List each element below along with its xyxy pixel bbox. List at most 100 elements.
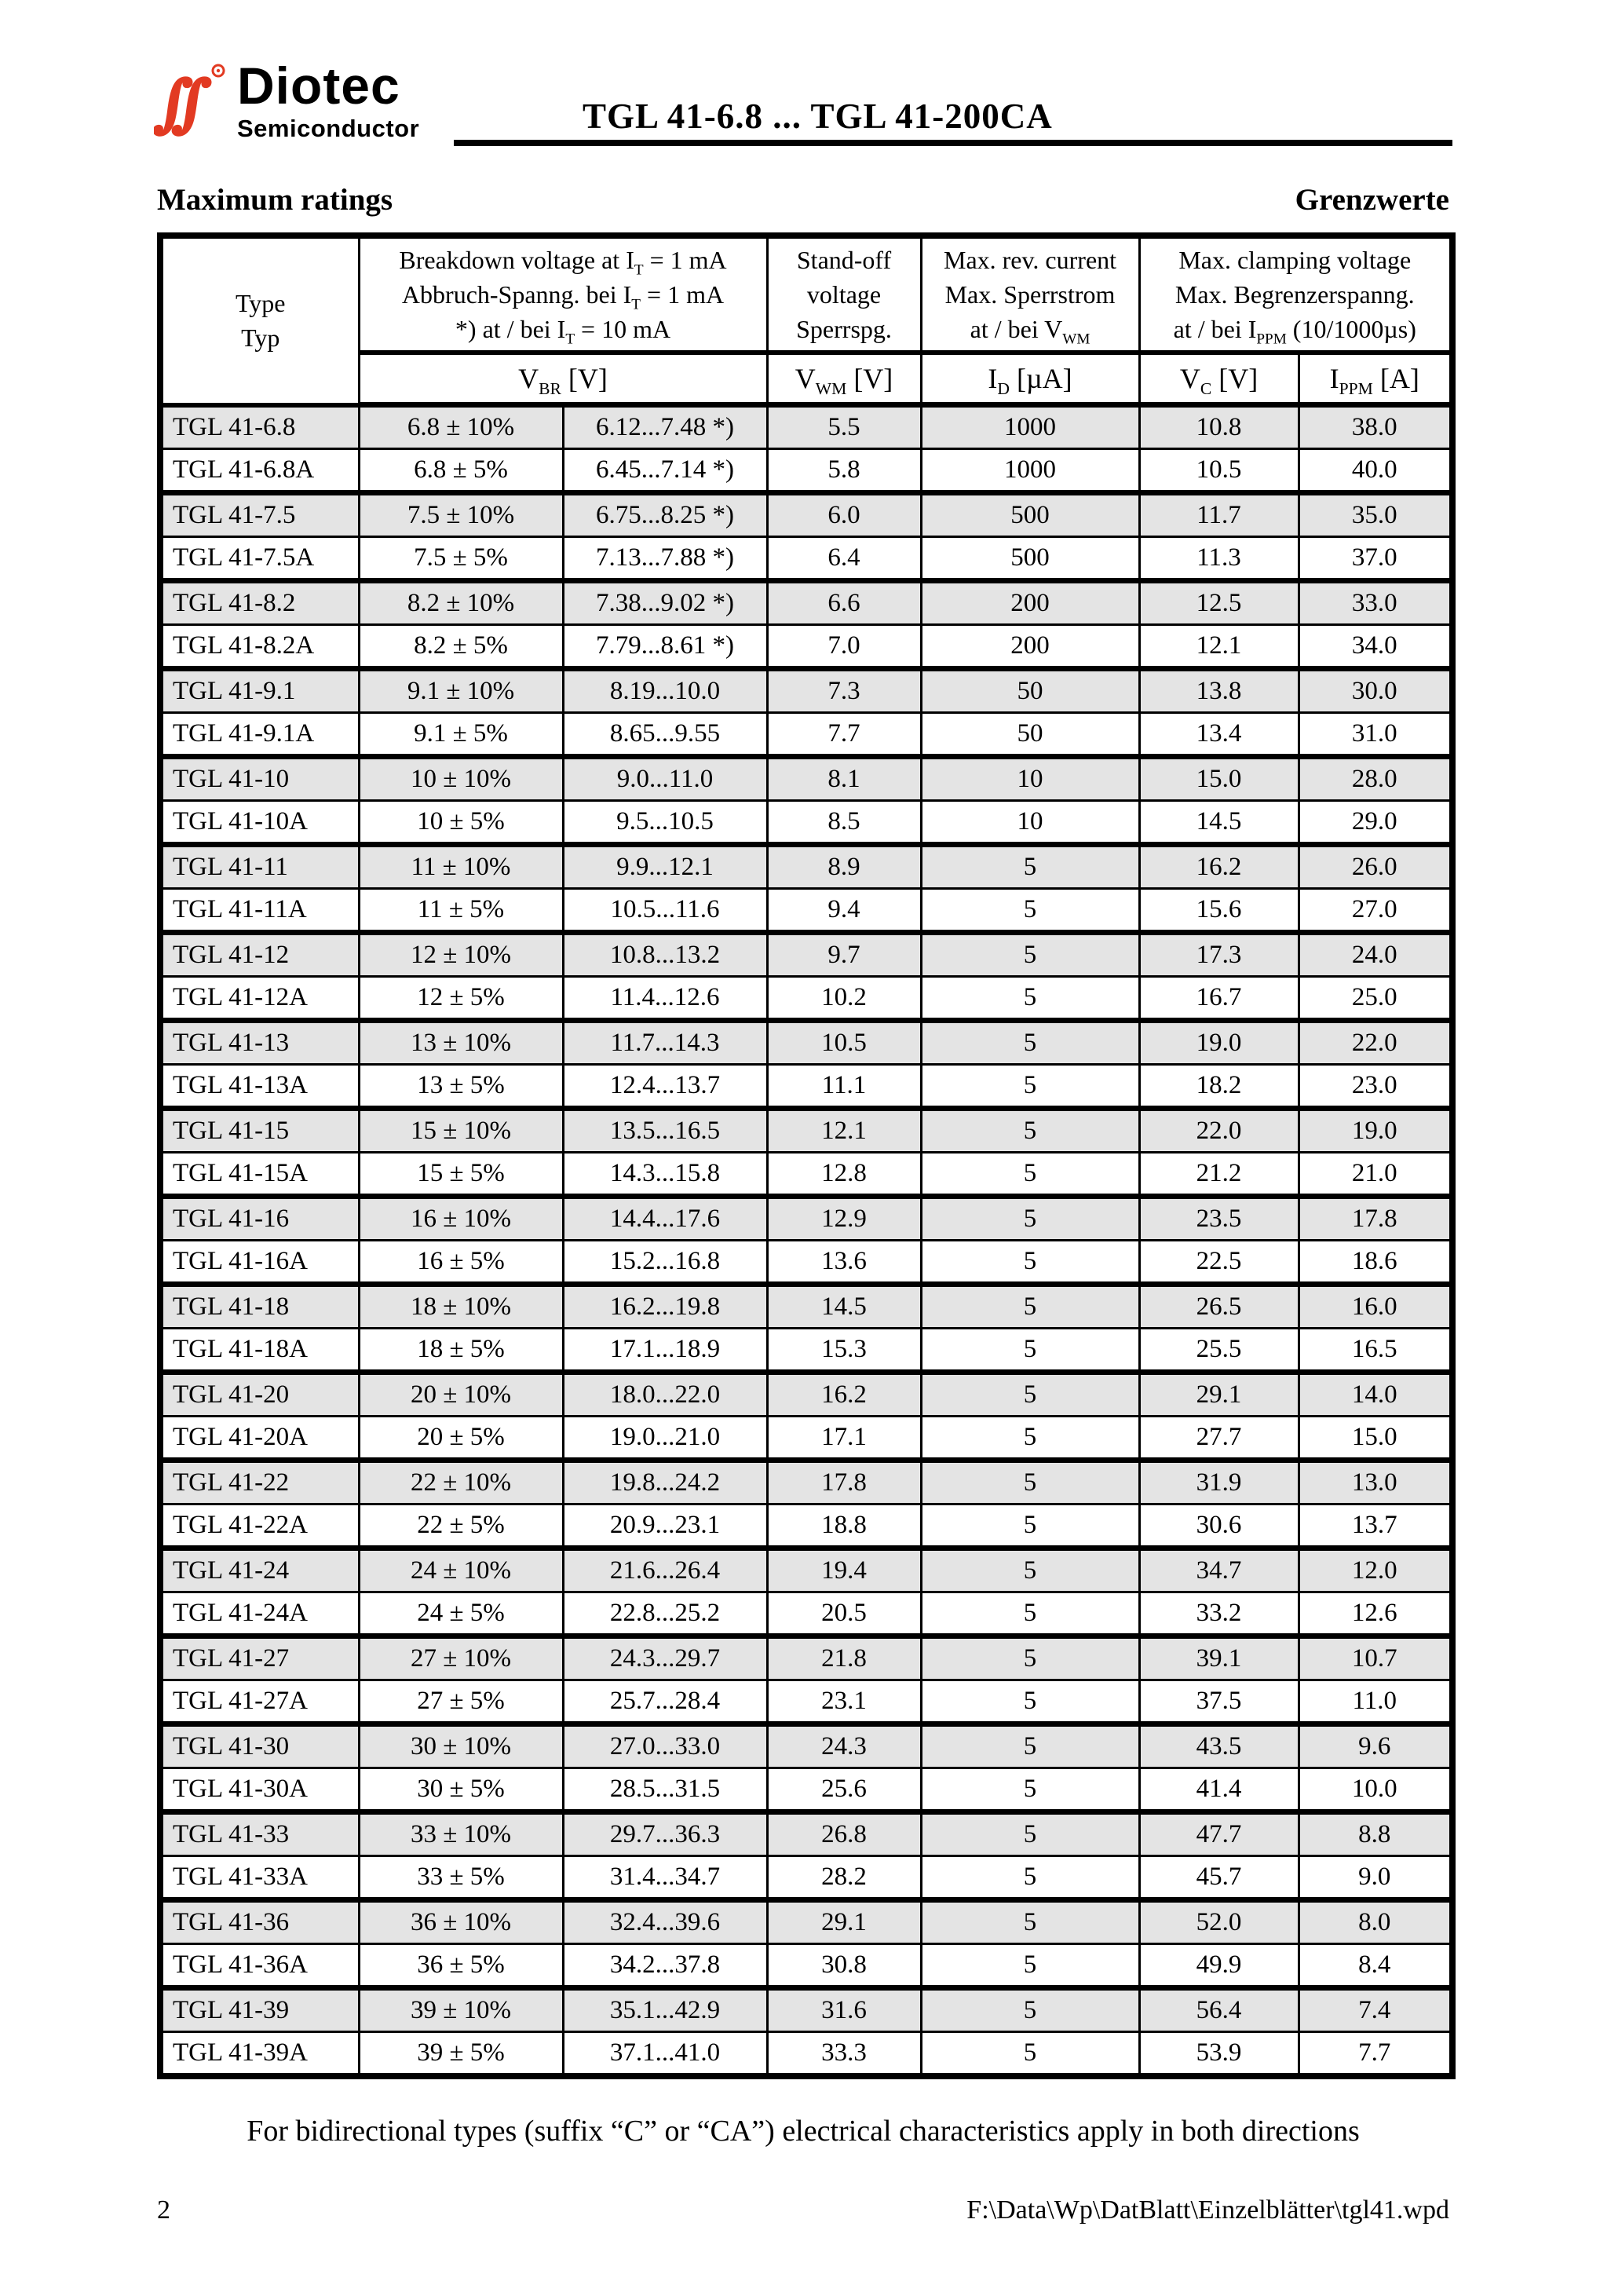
vwm-cell: 20.5 <box>765 1591 922 1639</box>
vc-cell: 12.5 <box>1138 579 1300 626</box>
vbr-tolerance-cell: 16 ± 10% <box>357 1195 564 1241</box>
vbr-tolerance-cell: 36 ± 10% <box>357 1899 564 1945</box>
table-row: TGL 41-24A 24 ± 5% 22.8...25.2 20.5 5 33.2 12.… <box>159 1591 1454 1639</box>
ippm-cell: 13.0 <box>1297 1459 1454 1505</box>
vbr-tolerance-cell: 18 ± 10% <box>357 1283 564 1329</box>
id-cell: 5 <box>919 931 1141 978</box>
ippm-cell: 8.8 <box>1297 1811 1454 1857</box>
ippm-cell: 21.0 <box>1297 1151 1454 1199</box>
vbr-range-cell: 9.9...12.1 <box>561 843 769 890</box>
table-row: TGL 41-12A 12 ± 5% 11.4...12.6 10.2 5 16.7 25.… <box>159 975 1454 1023</box>
vwm-cell: 9.4 <box>765 887 922 935</box>
vbr-tolerance-cell: 36 ± 5% <box>357 1943 564 1991</box>
ippm-cell: 8.4 <box>1297 1943 1454 1991</box>
table-row: TGL 41-8.2 8.2 ± 10% 7.38...9.02 *) 6.6 200 1… <box>159 579 1454 626</box>
vc-cell: 56.4 <box>1138 1987 1300 2033</box>
type-cell: TGL 41-24 <box>159 1547 360 1593</box>
id-cell: 10 <box>919 799 1141 847</box>
table-row: TGL 41-11 11 ± 10% 9.9...12.1 8.9 5 16.2 26.0 <box>159 843 1454 890</box>
vbr-range-cell: 11.7...14.3 <box>561 1019 769 1066</box>
section-heading-de: Grenzwerte <box>1295 183 1449 217</box>
ratings-table-body: TGL 41-6.8 6.8 ± 10% 6.12...7.48 *) 5.5 1000… <box>159 404 1454 2079</box>
vbr-range-cell: 20.9...23.1 <box>561 1503 769 1551</box>
id-cell: 5 <box>919 1195 1141 1241</box>
vwm-cell: 7.3 <box>765 667 922 714</box>
vwm-cell: 17.1 <box>765 1415 922 1463</box>
id-cell: 5 <box>919 843 1141 890</box>
vc-cell: 16.7 <box>1138 975 1300 1023</box>
vbr-range-cell: 7.79...8.61 *) <box>561 623 769 671</box>
id-cell: 5 <box>919 1459 1141 1505</box>
id-cell: 5 <box>919 1987 1141 2033</box>
section-heading-en: Maximum ratings <box>157 183 393 217</box>
table-row: TGL 41-27A 27 ± 5% 25.7...28.4 23.1 5 37.5 11.… <box>159 1679 1454 1727</box>
id-cell: 5 <box>919 1767 1141 1815</box>
vbr-range-cell: 10.8...13.2 <box>561 931 769 978</box>
vbr-range-cell: 27.0...33.0 <box>561 1723 769 1769</box>
brand-subtitle: Semiconductor <box>237 115 420 142</box>
vbr-range-cell: 6.75...8.25 *) <box>561 492 769 538</box>
page-footer: 2 F:\Data\Wp\DatBlatt\Einzelblätter\tgl4… <box>157 2195 1449 2225</box>
type-cell: TGL 41-13 <box>159 1019 360 1066</box>
ippm-cell: 14.0 <box>1297 1371 1454 1417</box>
table-row: TGL 41-9.1A 9.1 ± 5% 8.65...9.55 7.7 50 13.4 3… <box>159 711 1454 759</box>
ippm-cell: 10.0 <box>1297 1767 1454 1815</box>
vbr-tolerance-cell: 20 ± 10% <box>357 1371 564 1417</box>
vwm-cell: 8.5 <box>765 799 922 847</box>
page-number: 2 <box>157 2195 170 2225</box>
vbr-tolerance-cell: 8.2 ± 10% <box>357 579 564 626</box>
vc-cell: 45.7 <box>1138 1855 1300 1903</box>
vc-cell: 13.8 <box>1138 667 1300 714</box>
ippm-cell: 25.0 <box>1297 975 1454 1023</box>
id-cell: 5 <box>919 887 1141 935</box>
ippm-cell: 13.7 <box>1297 1503 1454 1551</box>
registered-trademark-icon <box>211 64 225 78</box>
table-row: TGL 41-6.8 6.8 ± 10% 6.12...7.48 *) 5.5 1000… <box>159 404 1454 450</box>
type-cell: TGL 41-7.5A <box>159 536 360 583</box>
vbr-range-cell: 15.2...16.8 <box>561 1239 769 1287</box>
vc-cell: 17.3 <box>1138 931 1300 978</box>
vc-cell: 49.9 <box>1138 1943 1300 1991</box>
vbr-tolerance-cell: 27 ± 5% <box>357 1679 564 1727</box>
vbr-range-cell: 6.12...7.48 *) <box>561 404 769 450</box>
vc-cell: 15.0 <box>1138 755 1300 802</box>
vbr-tolerance-cell: 39 ± 10% <box>357 1987 564 2033</box>
type-cell: TGL 41-6.8 <box>159 404 360 450</box>
vbr-range-cell: 35.1...42.9 <box>561 1987 769 2033</box>
table-row: TGL 41-30A 30 ± 5% 28.5...31.5 25.6 5 41.4 10.… <box>159 1767 1454 1815</box>
ippm-cell: 16.5 <box>1297 1327 1454 1375</box>
id-cell: 5 <box>919 1151 1141 1199</box>
ippm-cell: 11.0 <box>1297 1679 1454 1727</box>
vc-cell: 14.5 <box>1138 799 1300 847</box>
vbr-tolerance-cell: 15 ± 5% <box>357 1151 564 1199</box>
ippm-cell: 16.0 <box>1297 1283 1454 1329</box>
table-row: TGL 41-22 22 ± 10% 19.8...24.2 17.8 5 31.9 13.… <box>159 1459 1454 1505</box>
id-cell: 50 <box>919 711 1141 759</box>
vbr-tolerance-cell: 12 ± 10% <box>357 931 564 978</box>
vbr-range-cell: 32.4...39.6 <box>561 1899 769 1945</box>
vwm-cell: 25.6 <box>765 1767 922 1815</box>
vc-cell: 19.0 <box>1138 1019 1300 1066</box>
type-cell: TGL 41-33A <box>159 1855 360 1903</box>
table-row: TGL 41-18A 18 ± 5% 17.1...18.9 15.3 5 25.5 16.… <box>159 1327 1454 1375</box>
type-cell: TGL 41-10A <box>159 799 360 847</box>
id-cell: 5 <box>919 2031 1141 2079</box>
vc-cell: 52.0 <box>1138 1899 1300 1945</box>
id-cell: 5 <box>919 1063 1141 1111</box>
table-row: TGL 41-24 24 ± 10% 21.6...26.4 19.4 5 34.7 12.… <box>159 1547 1454 1593</box>
vbr-tolerance-cell: 30 ± 5% <box>357 1767 564 1815</box>
vbr-tolerance-cell: 30 ± 10% <box>357 1723 564 1769</box>
vbr-tolerance-cell: 11 ± 10% <box>357 843 564 890</box>
table-row: TGL 41-9.1 9.1 ± 10% 8.19...10.0 7.3 50 13.8 3… <box>159 667 1454 714</box>
id-cell: 5 <box>919 1283 1141 1329</box>
vwm-cell: 33.3 <box>765 2031 922 2079</box>
id-cell: 5 <box>919 1855 1141 1903</box>
table-row: TGL 41-15 15 ± 10% 13.5...16.5 12.1 5 22.0 19.… <box>159 1107 1454 1153</box>
table-row: TGL 41-39 39 ± 10% 35.1...42.9 31.6 5 56.4 7.4 <box>159 1987 1454 2033</box>
table-row: TGL 41-16 16 ± 10% 14.4...17.6 12.9 5 23.5 17.… <box>159 1195 1454 1241</box>
type-cell: TGL 41-22 <box>159 1459 360 1505</box>
type-cell: TGL 41-20 <box>159 1371 360 1417</box>
vbr-tolerance-cell: 22 ± 5% <box>357 1503 564 1551</box>
section-headings: Maximum ratings Grenzwerte <box>157 182 1449 218</box>
id-cell: 5 <box>919 1239 1141 1287</box>
